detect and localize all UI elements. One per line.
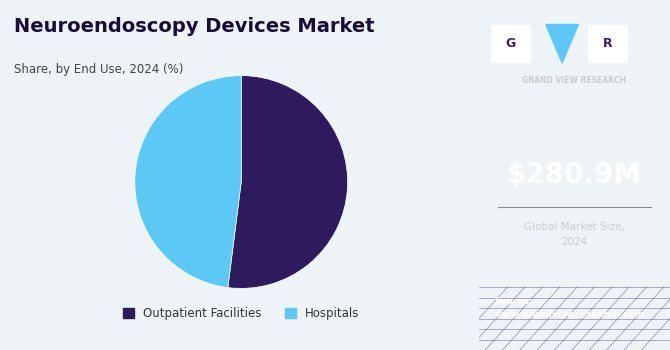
Text: G: G [505,37,516,50]
Text: GRAND VIEW RESEARCH: GRAND VIEW RESEARCH [523,76,626,85]
Text: Share, by End Use, 2024 (%): Share, by End Use, 2024 (%) [14,63,184,76]
Text: $280.9M: $280.9M [507,161,642,189]
Text: Source:
www.grandviewresearch.com: Source: www.grandviewresearch.com [494,296,645,320]
FancyBboxPatch shape [588,25,628,63]
Text: Neuroendoscopy Devices Market: Neuroendoscopy Devices Market [14,18,375,36]
Text: R: R [603,37,613,50]
Text: Global Market Size,
2024: Global Market Size, 2024 [524,222,625,247]
Legend: Outpatient Facilities, Hospitals: Outpatient Facilities, Hospitals [118,303,364,325]
Wedge shape [135,76,241,288]
Wedge shape [228,76,348,288]
Polygon shape [546,25,578,63]
FancyBboxPatch shape [490,25,531,63]
